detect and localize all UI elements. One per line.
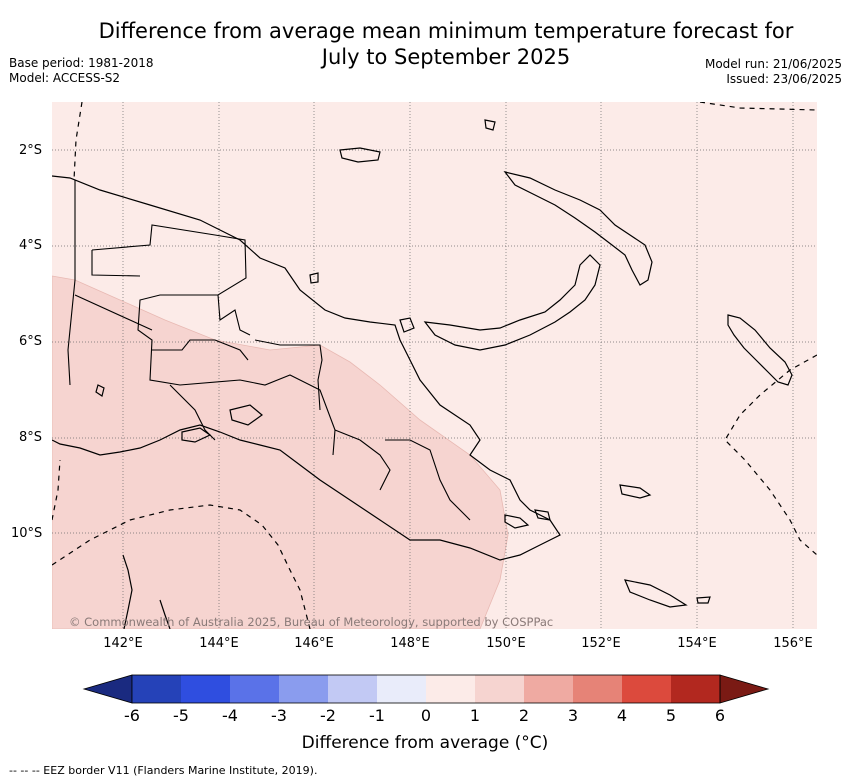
base-period: Base period: 1981-2018: [9, 56, 154, 70]
colorbar-outline: [131, 674, 721, 704]
lat-label-8s: 8°S: [19, 430, 43, 445]
colorbar-tick: -5: [173, 706, 189, 725]
colorbar-tick: -1: [369, 706, 385, 725]
copyright-text: © Commonwealth of Australia 2025, Bureau…: [69, 615, 554, 629]
colorbar-extend-low: [82, 674, 133, 704]
map-title: Difference from average mean minimum tem…: [0, 18, 850, 70]
colorbar-segment: [573, 675, 622, 703]
lon-label-156e: 156°E: [773, 636, 813, 651]
model-name: Model: ACCESS-S2: [9, 71, 121, 85]
colorbar-tick: 1: [469, 706, 481, 725]
lon-label-144e: 144°E: [199, 636, 239, 651]
colorbar-segment: [181, 675, 230, 703]
lat-label-2s: 2°S: [19, 143, 43, 158]
meta-right: Model run: 21/06/2025 Issued: 23/06/2025: [705, 57, 842, 87]
lon-label-150e: 150°E: [486, 636, 526, 651]
title-line-2: July to September 2025: [321, 45, 571, 69]
province-borders: [67, 180, 471, 521]
colorbar-tick: -3: [271, 706, 287, 725]
lat-label-6s: 6°S: [19, 334, 43, 349]
colorbar-tick: 2: [518, 706, 530, 725]
colorbar-segment: [230, 675, 279, 703]
lon-label-154e: 154°E: [677, 636, 717, 651]
colorbar-segment: [622, 675, 671, 703]
eez-footnote: -- -- -- EEZ border V11 (Flanders Marine…: [9, 764, 318, 777]
model-run: Model run: 21/06/2025: [704, 57, 842, 71]
lon-label-142e: 142°E: [103, 636, 143, 651]
colorbar-tick: 4: [616, 706, 628, 725]
colorbar-tick: 3: [567, 706, 579, 725]
colorbar-tick: -2: [320, 706, 336, 725]
colorbar-segment: [426, 675, 475, 703]
lon-label-146e: 146°E: [294, 636, 334, 651]
colorbar-extend-high: [719, 674, 770, 704]
colorbar-segment: [524, 675, 573, 703]
colorbar-tick: 0: [420, 706, 432, 725]
colorbar-tick: -6: [124, 706, 140, 725]
issued-date: Issued: 23/06/2025: [726, 72, 842, 86]
title-line-1: Difference from average mean minimum tem…: [98, 19, 794, 43]
colorbar-tick: 5: [665, 706, 677, 725]
lat-label-4s: 4°S: [19, 238, 43, 253]
colorbar-segment: [377, 675, 426, 703]
warm-anomaly-zone: [52, 275, 509, 629]
colorbar-segment: [328, 675, 377, 703]
graticule: [52, 102, 817, 629]
lat-label-10s: 10°S: [11, 526, 43, 541]
lon-label-152e: 152°E: [581, 636, 621, 651]
eez-borders: [52, 102, 817, 629]
coastlines: [52, 119, 793, 629]
colorbar-tick: 6: [714, 706, 726, 725]
colorbar-segment: [279, 675, 328, 703]
meta-left: Base period: 1981-2018 Model: ACCESS-S2: [9, 56, 154, 86]
lon-label-148e: 148°E: [390, 636, 430, 651]
colorbar-segment: [475, 675, 524, 703]
colorbar-tick: -4: [222, 706, 238, 725]
colorbar-label: Difference from average (°C): [301, 733, 549, 753]
colorbar-segment: [132, 675, 181, 703]
colorbar-segment: [671, 675, 720, 703]
